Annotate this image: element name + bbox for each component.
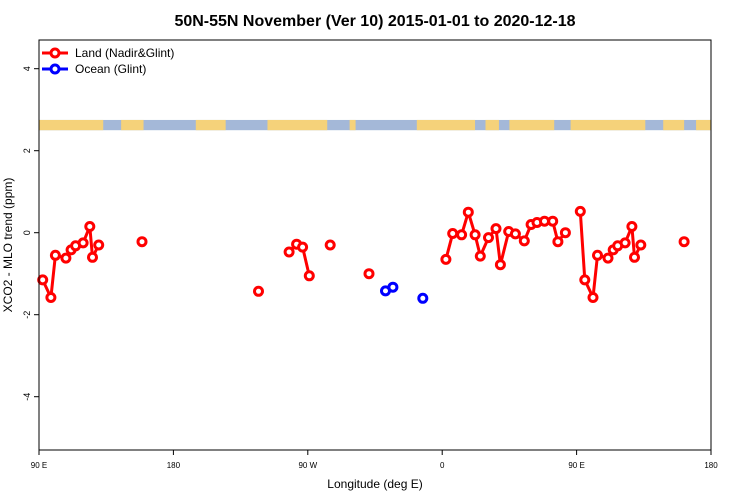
y-tick-label: -4 <box>22 393 32 401</box>
x-axis-label: Longitude (deg E) <box>327 477 422 491</box>
y-axis-label: XCO2 - MLO trend (ppm) <box>1 178 15 313</box>
data-point-land <box>619 237 631 249</box>
legend-land-marker <box>49 47 61 59</box>
land-ocean-band <box>39 119 711 131</box>
data-point-land <box>494 259 506 271</box>
data-point-ocean <box>417 292 429 304</box>
land-band-segment <box>195 119 226 131</box>
data-point-land <box>518 235 530 247</box>
y-tick-label: 2 <box>22 148 32 153</box>
data-point-land <box>45 292 57 303</box>
plot-frame <box>38 39 712 451</box>
legend-land-label: Land (Nadir&Glint) <box>75 46 174 60</box>
land-band-segment <box>39 119 104 131</box>
data-point-land <box>462 206 474 218</box>
data-point-land <box>324 239 336 251</box>
data-point-land <box>77 237 89 249</box>
data-point-land <box>483 232 494 244</box>
x-tick-label: 90 E <box>568 461 584 470</box>
land-band-segment <box>416 119 476 131</box>
data-point-land <box>574 205 586 217</box>
data-point-land <box>626 221 638 232</box>
data-point-land <box>547 215 559 227</box>
data-point-land <box>363 268 375 280</box>
data-point-land <box>474 250 486 262</box>
x-tick-label: 0 <box>440 461 445 470</box>
data-point-land <box>490 223 502 235</box>
data-point-ocean <box>387 281 399 293</box>
data-point-land <box>629 251 640 263</box>
x-tick-label: 180 <box>704 461 718 470</box>
land-band-segment <box>570 119 646 131</box>
land-band-segment <box>485 119 499 131</box>
data-point-land <box>84 221 96 232</box>
legend-ocean-label: Ocean (Glint) <box>75 62 146 76</box>
land-band-segment <box>349 119 356 131</box>
data-point-land <box>587 292 599 303</box>
x-tick-label: 90 E <box>31 461 47 470</box>
data-point-land <box>60 252 72 264</box>
data-point-land <box>37 274 49 286</box>
land-band-segment <box>696 119 711 131</box>
data-point-land <box>579 274 591 286</box>
data-point-land <box>447 228 459 239</box>
data-point-land <box>440 253 452 265</box>
data-point-land <box>456 229 468 241</box>
data-point-land <box>509 228 521 240</box>
data-point-land <box>49 249 61 261</box>
series-points <box>37 205 690 304</box>
y-tick-label: 4 <box>22 66 32 71</box>
legend: Land (Nadir&Glint) Ocean (Glint) <box>42 46 174 76</box>
data-point-land <box>283 246 295 258</box>
land-band-segment <box>663 119 685 131</box>
data-point-land <box>87 251 98 263</box>
data-point-land <box>602 252 614 264</box>
data-point-land <box>678 236 690 248</box>
legend-ocean-marker <box>49 63 61 75</box>
data-point-land <box>136 236 148 248</box>
data-point-land <box>253 285 264 297</box>
data-point-land <box>559 227 571 239</box>
data-point-land <box>303 270 315 282</box>
data-point-land <box>297 241 309 253</box>
y-tick-label: 0 <box>22 230 32 235</box>
y-axis-ticks: -4 -2 0 2 4 <box>22 66 39 401</box>
land-band-segment <box>509 119 555 131</box>
ocean-band <box>39 119 711 131</box>
x-axis-ticks: 90 E 180 90 W 0 90 E 180 <box>31 450 718 470</box>
data-point-land <box>552 236 564 248</box>
data-point-land <box>93 239 105 251</box>
land-band-segment <box>121 119 144 131</box>
x-tick-label: 90 W <box>298 461 317 470</box>
y-tick-label: -2 <box>22 311 32 319</box>
chart-title: 50N-55N November (Ver 10) 2015-01-01 to … <box>174 13 575 30</box>
data-point-land <box>469 229 481 241</box>
data-point-land <box>635 239 647 251</box>
data-point-land <box>592 249 603 261</box>
x-tick-label: 180 <box>167 461 181 470</box>
land-band-segment <box>267 119 328 131</box>
